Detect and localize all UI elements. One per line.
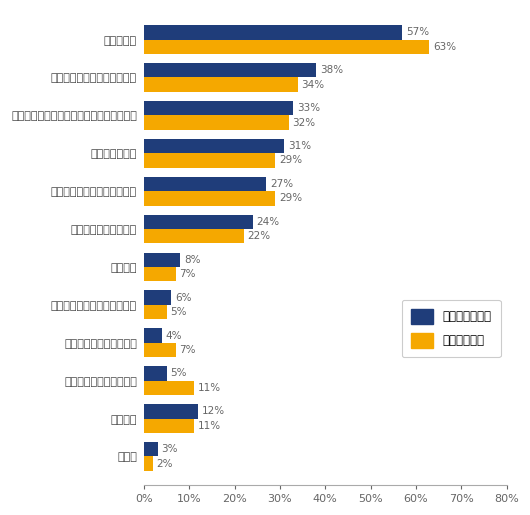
Bar	[144, 404, 198, 419]
Bar	[144, 419, 194, 433]
Bar	[144, 456, 153, 471]
Text: 31%: 31%	[288, 141, 311, 151]
Bar	[144, 139, 285, 153]
Text: 29%: 29%	[279, 156, 302, 165]
Text: 33%: 33%	[297, 103, 320, 113]
Bar	[144, 252, 180, 267]
Bar	[144, 343, 175, 357]
Text: 22%: 22%	[248, 231, 270, 241]
Text: 3%: 3%	[161, 444, 178, 454]
Bar	[144, 366, 166, 381]
Bar	[144, 290, 171, 305]
Text: 24%: 24%	[257, 217, 279, 227]
Bar	[144, 101, 294, 115]
Text: 57%: 57%	[406, 27, 429, 37]
Bar	[144, 229, 244, 244]
Bar	[144, 77, 298, 92]
Bar	[144, 267, 175, 281]
Bar	[144, 40, 429, 54]
Text: 5%: 5%	[170, 307, 187, 317]
Text: 4%: 4%	[166, 331, 182, 340]
Bar	[144, 63, 316, 77]
Text: 7%: 7%	[179, 269, 196, 279]
Bar	[144, 305, 166, 319]
Text: 12%: 12%	[202, 406, 225, 416]
Legend: 外資系企業社員, 日系企業社員: 外資系企業社員, 日系企業社員	[402, 300, 501, 357]
Bar	[144, 177, 266, 191]
Bar	[144, 25, 402, 40]
Text: 11%: 11%	[197, 383, 220, 393]
Text: 8%: 8%	[184, 255, 200, 265]
Bar	[144, 153, 276, 168]
Bar	[144, 115, 289, 130]
Text: 34%: 34%	[302, 80, 325, 90]
Text: 11%: 11%	[197, 421, 220, 431]
Text: 32%: 32%	[293, 117, 316, 128]
Bar	[144, 442, 157, 456]
Text: 29%: 29%	[279, 193, 302, 203]
Text: 38%: 38%	[320, 65, 343, 75]
Text: 63%: 63%	[433, 42, 456, 52]
Bar	[144, 191, 276, 205]
Text: 27%: 27%	[270, 179, 293, 189]
Bar	[144, 215, 253, 229]
Bar	[144, 381, 194, 395]
Text: 7%: 7%	[179, 345, 196, 355]
Text: 5%: 5%	[170, 368, 187, 379]
Bar	[144, 329, 162, 343]
Text: 6%: 6%	[175, 293, 191, 303]
Text: 2%: 2%	[157, 459, 173, 469]
